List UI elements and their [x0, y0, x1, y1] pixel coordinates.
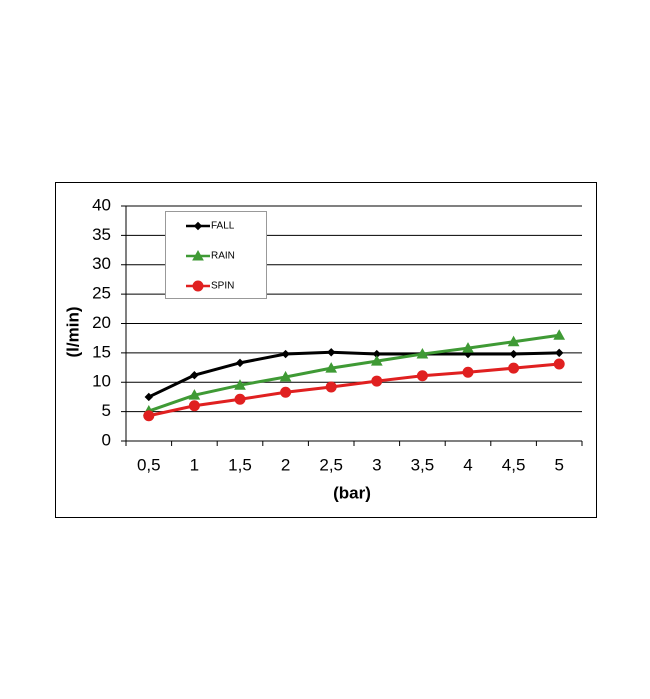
series-line	[148, 350, 560, 399]
legend-label: FALL	[211, 221, 235, 232]
data-point	[325, 362, 338, 373]
series-line	[148, 362, 560, 418]
x-tick-label: 2,5	[319, 455, 343, 474]
data-point	[462, 342, 474, 353]
y-tick-label: 0	[102, 430, 111, 449]
data-point	[370, 355, 383, 366]
data-point	[508, 362, 520, 374]
legend-label: RAIN	[211, 251, 235, 262]
y-tick-label: 20	[92, 313, 111, 332]
y-tick-label: 5	[102, 401, 111, 420]
data-point	[325, 381, 337, 393]
legend-marker	[193, 221, 203, 231]
y-tick-label: 10	[92, 372, 111, 391]
x-axis-title: (bar)	[333, 483, 371, 502]
y-tick-label: 25	[92, 284, 111, 303]
data-point	[281, 349, 290, 359]
x-tick-label: 0,5	[137, 455, 161, 474]
data-point	[553, 358, 565, 370]
x-tick-label: 3	[372, 455, 381, 474]
series-line	[148, 333, 560, 413]
data-point	[553, 329, 566, 340]
legend-marker	[192, 280, 204, 292]
data-point	[462, 366, 474, 378]
data-point	[509, 349, 518, 359]
data-point	[326, 348, 336, 357]
data-point	[190, 370, 199, 380]
data-point	[280, 386, 292, 398]
x-tick-label: 2	[281, 455, 290, 474]
y-tick-label: 15	[92, 342, 111, 361]
legend-box	[165, 211, 267, 299]
x-tick-label: 1,5	[228, 455, 252, 474]
data-point	[416, 370, 428, 382]
data-point	[554, 348, 564, 358]
data-point	[188, 389, 201, 400]
data-point	[234, 379, 246, 390]
data-point	[507, 335, 520, 347]
y-tick-label: 30	[92, 254, 111, 273]
data-point	[235, 358, 245, 368]
x-tick-label: 3,5	[411, 455, 435, 474]
x-tick-label: 4	[463, 455, 472, 474]
legend-label: SPIN	[211, 281, 234, 292]
x-tick-label: 1	[190, 455, 199, 474]
chart-frame	[55, 182, 597, 518]
data-point	[279, 370, 292, 382]
data-point	[416, 348, 429, 359]
data-point	[144, 392, 154, 402]
x-tick-label: 5	[554, 455, 563, 474]
legend-marker	[192, 249, 204, 261]
y-tick-label: 40	[92, 195, 111, 214]
data-point	[188, 400, 200, 412]
data-point	[143, 410, 155, 422]
data-point	[234, 393, 246, 405]
data-point	[371, 375, 383, 387]
y-tick-label: 35	[92, 225, 111, 244]
x-tick-label: 4,5	[502, 455, 526, 474]
y-axis-title: (l/min)	[63, 307, 82, 358]
